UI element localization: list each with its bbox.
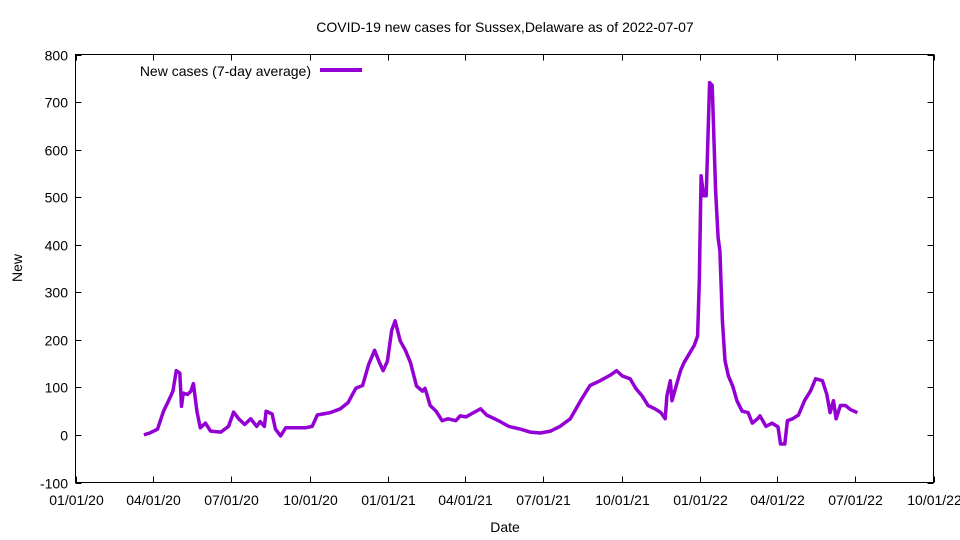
x-tick-label: 10/01/22 — [907, 492, 960, 508]
x-tick-label: 01/01/20 — [49, 492, 104, 508]
y-tick-label: -100 — [40, 476, 68, 492]
y-tick-label: 400 — [45, 238, 69, 254]
chart-title: COVID-19 new cases for Sussex,Delaware a… — [316, 19, 694, 35]
y-tick-label: 300 — [45, 285, 69, 301]
y-tick-label: 100 — [45, 380, 69, 396]
x-axis: 01/01/20 04/01/20 07/01/20 10/01/20 01/01/21… — [49, 54, 960, 508]
x-tick-label: 07/01/21 — [516, 492, 571, 508]
y-axis: -100 0 100 200 300 400 500 600 700 800 — [40, 48, 934, 492]
y-tick-label: 200 — [45, 333, 69, 349]
x-tick-label: 01/01/21 — [361, 492, 416, 508]
x-tick-label: 04/01/21 — [438, 492, 493, 508]
legend: New cases (7-day average) — [140, 63, 362, 79]
x-tick-label: 04/01/22 — [750, 492, 805, 508]
plot-frame — [75, 54, 934, 483]
x-tick-label: 10/01/21 — [595, 492, 650, 508]
y-tick-label: 0 — [60, 428, 68, 444]
legend-label: New cases (7-day average) — [140, 63, 311, 79]
x-axis-label: Date — [490, 519, 520, 535]
series-line-new-cases — [143, 80, 859, 446]
y-tick-label: 700 — [45, 95, 69, 111]
x-tick-label: 10/01/20 — [283, 492, 338, 508]
y-tick-label: 500 — [45, 190, 69, 206]
x-tick-label: 04/01/20 — [126, 492, 181, 508]
y-tick-label: 600 — [45, 143, 69, 159]
x-tick-label: 07/01/22 — [828, 492, 883, 508]
x-tick-label: 07/01/20 — [204, 492, 259, 508]
y-tick-label: 800 — [45, 48, 69, 64]
y-axis-label: New — [9, 253, 25, 282]
x-tick-label: 01/01/22 — [673, 492, 728, 508]
